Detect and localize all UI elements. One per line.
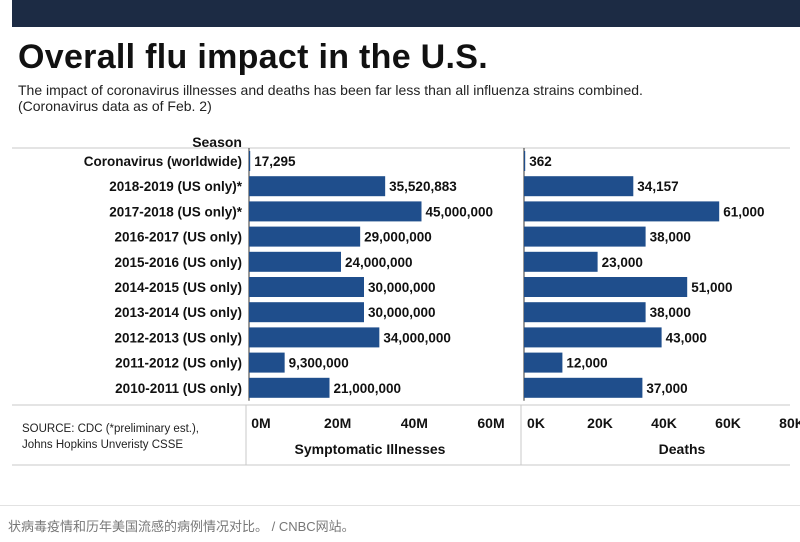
deaths-bar-2016-2017-us-only bbox=[524, 226, 646, 247]
chart-subtitle: The impact of coronavirus illnesses and … bbox=[18, 82, 643, 98]
category-label-2010-2011-us-only: 2010-2011 (US only) bbox=[115, 381, 242, 396]
deaths-bar-2018-2019-us-only bbox=[524, 176, 634, 197]
deaths-axis-title: Deaths bbox=[659, 441, 706, 457]
category-label-2017-2018-us-only: 2017-2018 (US only)* bbox=[109, 204, 243, 219]
symptomatic-illnesses-bar-coronavirus-worldwide bbox=[249, 151, 251, 171]
symptomatic-illnesses-value-label: 30,000,000 bbox=[368, 305, 436, 320]
symptomatic-illnesses-tick-label: 40M bbox=[401, 415, 428, 431]
deaths-value-label: 37,000 bbox=[646, 381, 687, 396]
deaths-tick-label: 60K bbox=[715, 415, 741, 431]
chart-title: Overall flu impact in the U.S. bbox=[18, 38, 488, 76]
symptomatic-illnesses-bar-2014-2015-us-only bbox=[249, 277, 364, 297]
symptomatic-illnesses-value-label: 35,520,883 bbox=[389, 179, 457, 194]
category-label-2012-2013-us-only: 2012-2013 (US only) bbox=[114, 330, 242, 345]
symptomatic-illnesses-value-label: 45,000,000 bbox=[426, 204, 494, 219]
top-banner bbox=[12, 0, 800, 27]
deaths-bar-2015-2016-us-only bbox=[524, 251, 598, 272]
deaths-value-label: 23,000 bbox=[602, 255, 643, 270]
deaths-value-label: 38,000 bbox=[650, 305, 691, 320]
symptomatic-illnesses-tick-label: 60M bbox=[477, 415, 504, 431]
symptomatic-illnesses-value-label: 24,000,000 bbox=[345, 255, 413, 270]
source-note-2: Johns Hopkins Unveristy CSSE bbox=[22, 439, 184, 451]
deaths-bar-2011-2012-us-only bbox=[524, 352, 563, 373]
category-label-2018-2019-us-only: 2018-2019 (US only)* bbox=[109, 179, 243, 194]
symptomatic-illnesses-bar-2017-2018-us-only bbox=[249, 201, 422, 222]
deaths-bar-2010-2011-us-only bbox=[524, 377, 643, 398]
deaths-bar-2013-2014-us-only bbox=[524, 302, 646, 323]
category-label-2016-2017-us-only: 2016-2017 (US only) bbox=[114, 230, 242, 245]
symptomatic-illnesses-tick-label: 0M bbox=[251, 415, 270, 431]
category-header: Season bbox=[192, 134, 242, 150]
chart-subtitle-note: (Coronavirus data as of Feb. 2) bbox=[18, 98, 212, 114]
symptomatic-illnesses-value-label: 21,000,000 bbox=[334, 381, 402, 396]
symptomatic-illnesses-value-label: 9,300,000 bbox=[289, 356, 349, 371]
category-label-coronavirus-worldwide: Coronavirus (worldwide) bbox=[84, 154, 242, 169]
symptomatic-illnesses-bar-2015-2016-us-only bbox=[249, 251, 341, 272]
deaths-tick-label: 40K bbox=[651, 415, 677, 431]
category-label-2011-2012-us-only: 2011-2012 (US only) bbox=[115, 356, 242, 371]
category-label-2013-2014-us-only: 2013-2014 (US only) bbox=[114, 305, 242, 320]
symptomatic-illnesses-bar-2010-2011-us-only bbox=[249, 377, 330, 398]
deaths-bar-2017-2018-us-only bbox=[524, 201, 720, 222]
category-label-2015-2016-us-only: 2015-2016 (US only) bbox=[114, 255, 242, 270]
symptomatic-illnesses-axis-title: Symptomatic Illnesses bbox=[295, 441, 446, 457]
symptomatic-illnesses-bar-2011-2012-us-only bbox=[249, 352, 285, 373]
footer-caption: 状病毒疫情和历年美国流感的病例情况对比。 / CNBC网站。 bbox=[8, 519, 355, 534]
deaths-bar-2014-2015-us-only bbox=[524, 277, 688, 297]
symptomatic-illnesses-bar-2018-2019-us-only bbox=[249, 176, 386, 197]
symptomatic-illnesses-value-label: 29,000,000 bbox=[364, 230, 432, 245]
source-note: SOURCE: CDC (*preliminary est.), bbox=[22, 423, 199, 435]
symptomatic-illnesses-bar-2013-2014-us-only bbox=[249, 302, 364, 323]
deaths-bar-2012-2013-us-only bbox=[524, 327, 662, 348]
deaths-value-label: 38,000 bbox=[650, 230, 691, 245]
symptomatic-illnesses-bar-2012-2013-us-only bbox=[249, 327, 380, 348]
deaths-value-label: 12,000 bbox=[566, 356, 607, 371]
symptomatic-illnesses-value-label: 17,295 bbox=[254, 154, 296, 169]
deaths-bar-coronavirus-worldwide bbox=[524, 151, 526, 171]
deaths-tick-label: 20K bbox=[587, 415, 613, 431]
deaths-value-label: 34,157 bbox=[637, 179, 678, 194]
deaths-value-label: 51,000 bbox=[691, 280, 732, 295]
symptomatic-illnesses-value-label: 34,000,000 bbox=[383, 330, 451, 345]
deaths-value-label: 362 bbox=[529, 154, 552, 169]
symptomatic-illnesses-bar-2016-2017-us-only bbox=[249, 226, 361, 247]
deaths-tick-label: 0K bbox=[527, 415, 545, 431]
deaths-value-label: 43,000 bbox=[666, 330, 707, 345]
symptomatic-illnesses-tick-label: 20M bbox=[324, 415, 351, 431]
footer-divider bbox=[0, 505, 800, 506]
symptomatic-illnesses-value-label: 30,000,000 bbox=[368, 280, 436, 295]
deaths-tick-label: 80K bbox=[779, 415, 800, 431]
category-label-2014-2015-us-only: 2014-2015 (US only) bbox=[114, 280, 242, 295]
deaths-value-label: 61,000 bbox=[723, 204, 764, 219]
